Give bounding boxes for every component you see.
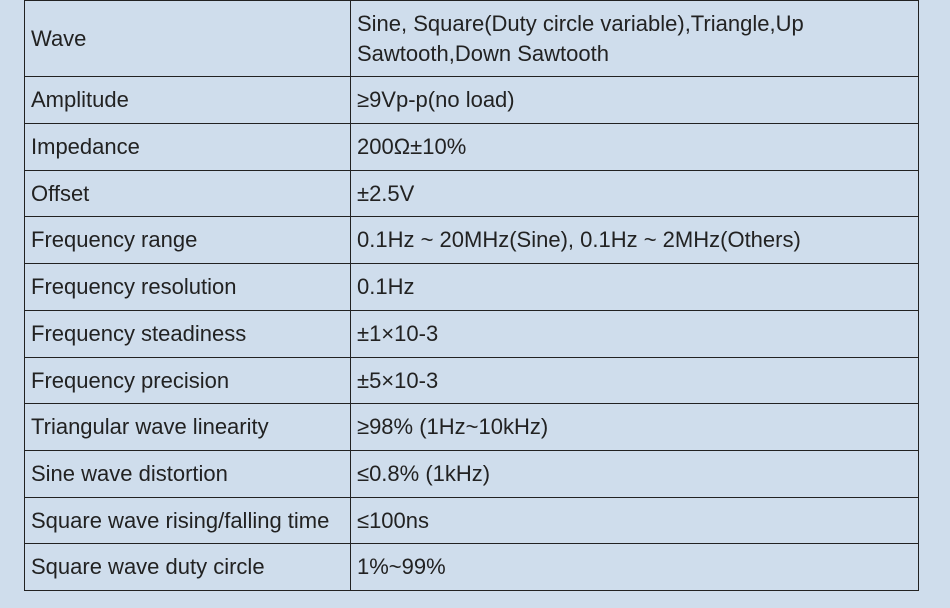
table-row: Frequency steadiness±1×10-3	[25, 310, 919, 357]
table-row: Amplitude≥9Vp-p(no load)	[25, 77, 919, 124]
param-cell: Amplitude	[25, 77, 351, 124]
param-cell: Frequency range	[25, 217, 351, 264]
value-cell: ≥98% (1Hz~10kHz)	[351, 404, 919, 451]
param-cell: Frequency precision	[25, 357, 351, 404]
param-cell: Square wave duty circle	[25, 544, 351, 591]
param-cell: Sine wave distortion	[25, 450, 351, 497]
value-cell: Sine, Square(Duty circle variable),Trian…	[351, 1, 919, 77]
specs-table: WaveSine, Square(Duty circle variable),T…	[24, 0, 919, 591]
param-cell: Wave	[25, 1, 351, 77]
specs-table-body: WaveSine, Square(Duty circle variable),T…	[25, 1, 919, 591]
table-row: Offset±2.5V	[25, 170, 919, 217]
table-row: Sine wave distortion≤0.8% (1kHz)	[25, 450, 919, 497]
value-cell: ±1×10-3	[351, 310, 919, 357]
table-row: Frequency resolution0.1Hz	[25, 264, 919, 311]
value-cell: 0.1Hz ~ 20MHz(Sine), 0.1Hz ~ 2MHz(Others…	[351, 217, 919, 264]
value-cell: 0.1Hz	[351, 264, 919, 311]
table-row: Frequency range0.1Hz ~ 20MHz(Sine), 0.1H…	[25, 217, 919, 264]
value-cell: 200Ω±10%	[351, 124, 919, 171]
param-cell: Square wave rising/falling time	[25, 497, 351, 544]
table-row: Square wave rising/falling time≤100ns	[25, 497, 919, 544]
value-cell: ≤100ns	[351, 497, 919, 544]
value-cell: ±2.5V	[351, 170, 919, 217]
param-cell: Offset	[25, 170, 351, 217]
table-row: Square wave duty circle1%~99%	[25, 544, 919, 591]
param-cell: Triangular wave linearity	[25, 404, 351, 451]
page-canvas: WaveSine, Square(Duty circle variable),T…	[0, 0, 950, 608]
table-row: WaveSine, Square(Duty circle variable),T…	[25, 1, 919, 77]
value-cell: ±5×10-3	[351, 357, 919, 404]
param-cell: Impedance	[25, 124, 351, 171]
value-cell: ≤0.8% (1kHz)	[351, 450, 919, 497]
table-row: Triangular wave linearity≥98% (1Hz~10kHz…	[25, 404, 919, 451]
param-cell: Frequency steadiness	[25, 310, 351, 357]
table-row: Impedance200Ω±10%	[25, 124, 919, 171]
table-row: Frequency precision±5×10-3	[25, 357, 919, 404]
param-cell: Frequency resolution	[25, 264, 351, 311]
value-cell: ≥9Vp-p(no load)	[351, 77, 919, 124]
value-cell: 1%~99%	[351, 544, 919, 591]
